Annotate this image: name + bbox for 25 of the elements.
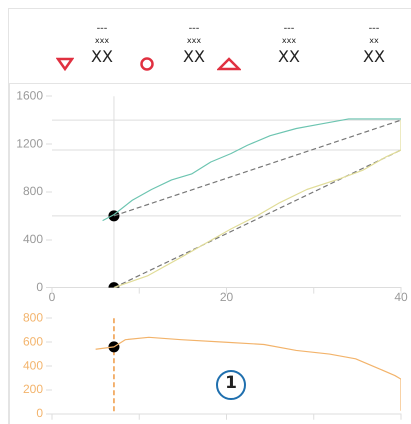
y-tick-label: 0 bbox=[36, 406, 44, 420]
x-tick-label: 40 bbox=[394, 290, 408, 304]
y-tick-label: 0 bbox=[36, 280, 44, 294]
y-tick-label: 600 bbox=[22, 334, 44, 348]
y-tick-label: 200 bbox=[22, 382, 44, 396]
y-tick-label: 1200 bbox=[16, 136, 44, 150]
text: XX bbox=[362, 47, 386, 67]
y-tick-label: 800 bbox=[22, 184, 44, 198]
text: xxx bbox=[280, 35, 298, 47]
y-tick-label: 800 bbox=[22, 310, 44, 325]
text: xx bbox=[368, 35, 380, 47]
text: xxx bbox=[94, 35, 110, 47]
x-tick-label: 20 bbox=[220, 290, 234, 304]
text: XX bbox=[182, 47, 206, 67]
y-tick-label: 1600 bbox=[16, 88, 44, 103]
text: XX bbox=[90, 47, 114, 67]
text: --- bbox=[188, 23, 200, 35]
text: XX bbox=[277, 47, 301, 67]
text: xxx bbox=[186, 35, 202, 47]
text: --- bbox=[96, 23, 108, 35]
text: --- bbox=[368, 23, 380, 35]
text: --- bbox=[282, 23, 296, 35]
y-tick-label: 400 bbox=[22, 232, 44, 246]
y-tick-label: 400 bbox=[22, 358, 44, 372]
annotation: 1 bbox=[224, 373, 238, 393]
